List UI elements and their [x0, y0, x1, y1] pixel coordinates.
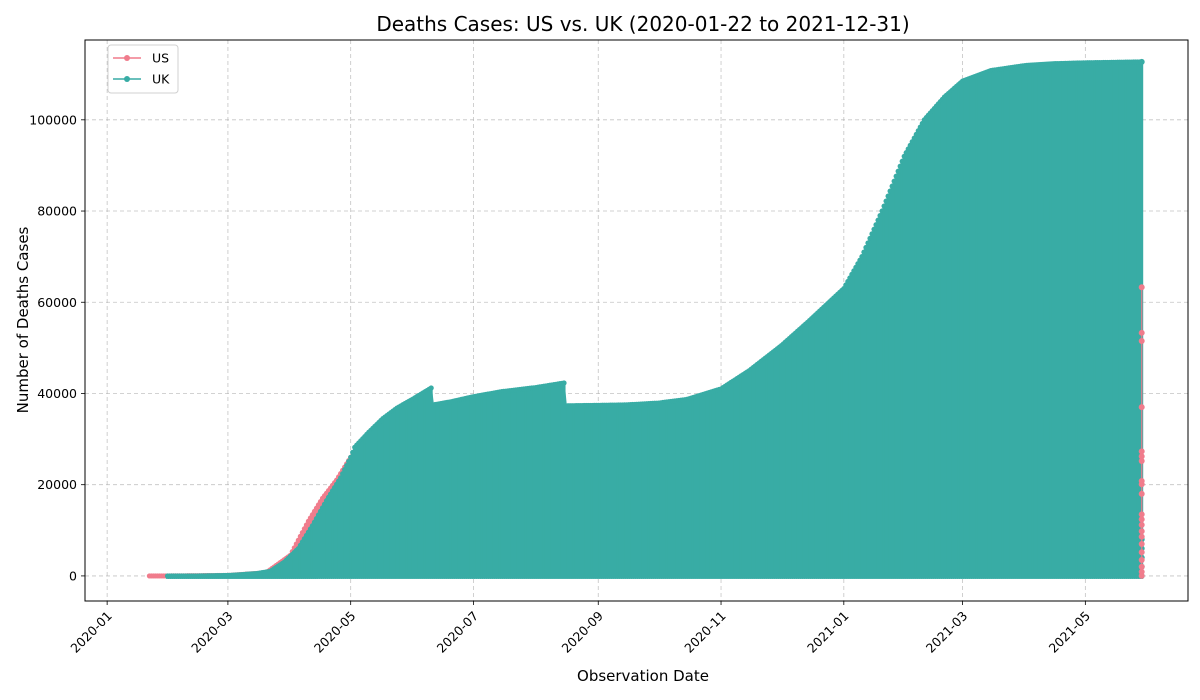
x-tick-label: 2020-01: [67, 608, 115, 656]
y-tick-label: 0: [69, 568, 77, 583]
x-tick-label: 2020-09: [558, 608, 606, 656]
plot-frame: [84, 39, 1189, 602]
x-tick-label: 2020-07: [434, 608, 482, 656]
legend: US UK: [107, 44, 179, 94]
x-tick-label: 2020-11: [681, 608, 729, 656]
uk-line: [167, 61, 1142, 577]
legend-marker-us: [124, 55, 130, 61]
x-axis-label: Observation Date: [577, 667, 709, 685]
legend-label-uk: UK: [152, 72, 170, 87]
y-tick-label: 20000: [37, 477, 77, 492]
y-tick-label: 100000: [29, 112, 77, 127]
y-tick-label: 60000: [37, 295, 77, 310]
x-tick-label: 2021-05: [1046, 608, 1094, 656]
x-tick-label: 2020-03: [188, 608, 236, 656]
plot-area: 2020-01 2020-03 2020-05 2020-07 2020-09 2020-…: [29, 39, 1189, 656]
y-tick-label: 40000: [37, 386, 77, 401]
uk-spike-point: [1138, 58, 1145, 65]
x-tick-label: 2021-03: [923, 608, 971, 656]
x-tick-label: 2021-01: [804, 608, 852, 656]
legend-marker-uk: [124, 76, 130, 82]
legend-label-us: US: [152, 51, 169, 66]
y-tick-label: 80000: [37, 204, 77, 219]
y-axis-label: Number of Deaths Cases: [14, 226, 32, 413]
chart-title: Deaths Cases: US vs. UK (2020-01-22 to 2…: [376, 12, 909, 36]
x-tick-label: 2020-05: [311, 608, 359, 656]
